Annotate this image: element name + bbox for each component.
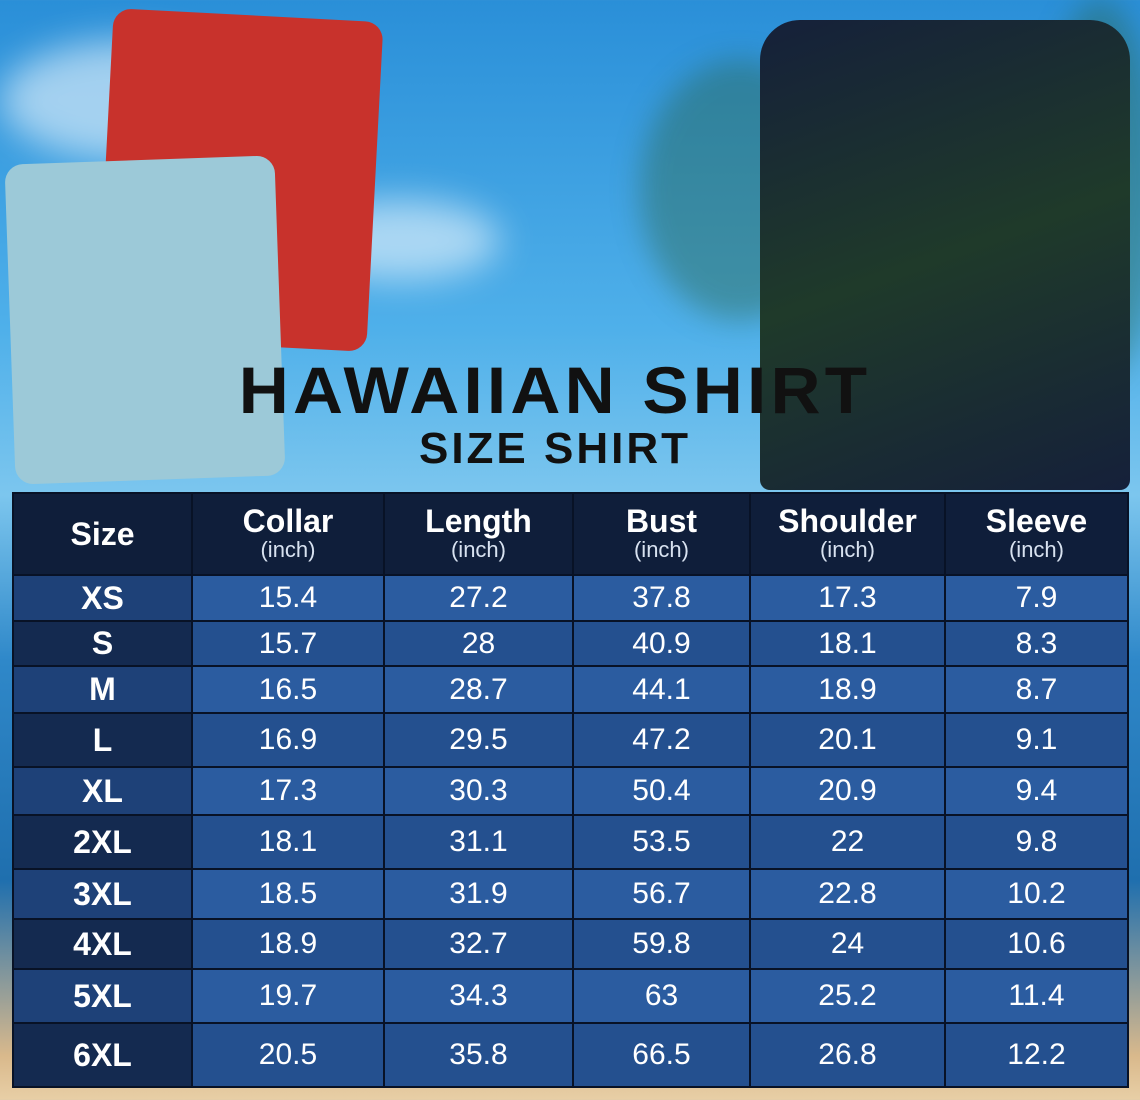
value-cell: 19.7	[193, 970, 383, 1022]
value-cell: 16.5	[193, 667, 383, 712]
column-label: Bust	[625, 503, 698, 539]
value-cell: 34.3	[385, 970, 572, 1022]
value-cell: 11.4	[946, 970, 1127, 1022]
column-header: Size	[14, 494, 191, 574]
value-cell: 12.2	[946, 1024, 1127, 1086]
value-cell: 9.8	[946, 816, 1127, 868]
value-cell: 18.5	[193, 870, 383, 918]
value-cell: 18.1	[193, 816, 383, 868]
value-cell: 56.7	[574, 870, 749, 918]
value-cell: 59.8	[574, 920, 749, 968]
table-row: 3XL 18.5 31.9 56.7 22.8 10.2	[14, 870, 1127, 918]
value-cell: 20.9	[751, 768, 944, 814]
value-cell: 10.6	[946, 920, 1127, 968]
value-cell: 26.8	[751, 1024, 944, 1086]
page-title: HAWAIIAN SHIRT	[238, 353, 872, 427]
column-header: Collar (inch)	[193, 494, 383, 574]
value-cell: 22.8	[751, 870, 944, 918]
table-row: L 16.9 29.5 47.2 20.1 9.1	[14, 714, 1127, 766]
value-cell: 18.9	[193, 920, 383, 968]
model-shirt-image	[760, 20, 1130, 490]
size-cell: 5XL	[14, 970, 191, 1022]
column-header: Shoulder (inch)	[751, 494, 944, 574]
column-unit: (inch)	[633, 537, 689, 562]
table-row: 2XL 18.1 31.1 53.5 22 9.8	[14, 816, 1127, 868]
size-table: Size Collar (inch) Length (inch) Bust (inch) Sh…	[12, 492, 1129, 1088]
size-cell: 2XL	[14, 816, 191, 868]
value-cell: 30.3	[385, 768, 572, 814]
size-cell: XS	[14, 576, 191, 620]
size-cell: 4XL	[14, 920, 191, 968]
value-cell: 7.9	[946, 576, 1127, 620]
size-cell: M	[14, 667, 191, 712]
value-cell: 37.8	[574, 576, 749, 620]
value-cell: 20.1	[751, 714, 944, 766]
value-cell: 17.3	[751, 576, 944, 620]
value-cell: 63	[574, 970, 749, 1022]
value-cell: 24	[751, 920, 944, 968]
column-unit: (inch)	[450, 537, 506, 562]
value-cell: 20.5	[193, 1024, 383, 1086]
value-cell: 28.7	[385, 667, 572, 712]
value-cell: 17.3	[193, 768, 383, 814]
column-label: Shoulder	[778, 503, 917, 539]
value-cell: 47.2	[574, 714, 749, 766]
value-cell: 8.3	[946, 622, 1127, 665]
value-cell: 16.9	[193, 714, 383, 766]
value-cell: 10.2	[946, 870, 1127, 918]
column-header: Length (inch)	[385, 494, 572, 574]
column-unit: (inch)	[1008, 537, 1064, 562]
value-cell: 27.2	[385, 576, 572, 620]
column-label: Sleeve	[985, 503, 1088, 539]
column-unit: (inch)	[819, 537, 875, 562]
value-cell: 31.9	[385, 870, 572, 918]
size-cell: XL	[14, 768, 191, 814]
value-cell: 9.1	[946, 714, 1127, 766]
table-row: M 16.5 28.7 44.1 18.9 8.7	[14, 667, 1127, 712]
value-cell: 31.1	[385, 816, 572, 868]
value-cell: 15.4	[193, 576, 383, 620]
size-cell: L	[14, 714, 191, 766]
column-header: Sleeve (inch)	[946, 494, 1127, 574]
value-cell: 8.7	[946, 667, 1127, 712]
column-label: Length	[425, 503, 532, 539]
value-cell: 9.4	[946, 768, 1127, 814]
value-cell: 66.5	[574, 1024, 749, 1086]
value-cell: 25.2	[751, 970, 944, 1022]
value-cell: 18.9	[751, 667, 944, 712]
column-label: Collar	[242, 503, 334, 539]
column-header: Bust (inch)	[574, 494, 749, 574]
value-cell: 35.8	[385, 1024, 572, 1086]
table-row: 6XL 20.5 35.8 66.5 26.8 12.2	[14, 1024, 1127, 1086]
value-cell: 32.7	[385, 920, 572, 968]
column-label: Size	[70, 516, 135, 552]
table-header-row: Size Collar (inch) Length (inch) Bust (inch) Sh…	[14, 494, 1127, 574]
value-cell: 18.1	[751, 622, 944, 665]
value-cell: 15.7	[193, 622, 383, 665]
size-cell: S	[14, 622, 191, 665]
column-unit: (inch)	[260, 537, 316, 562]
value-cell: 40.9	[574, 622, 749, 665]
value-cell: 53.5	[574, 816, 749, 868]
value-cell: 44.1	[574, 667, 749, 712]
value-cell: 28	[385, 622, 572, 665]
table-row: S 15.7 28 40.9 18.1 8.3	[14, 622, 1127, 665]
size-cell: 6XL	[14, 1024, 191, 1086]
page-subtitle: SIZE SHIRT	[418, 424, 692, 473]
value-cell: 22	[751, 816, 944, 868]
table-row: 4XL 18.9 32.7 59.8 24 10.6	[14, 920, 1127, 968]
value-cell: 50.4	[574, 768, 749, 814]
table-row: XL 17.3 30.3 50.4 20.9 9.4	[14, 768, 1127, 814]
table-row: 5XL 19.7 34.3 63 25.2 11.4	[14, 970, 1127, 1022]
value-cell: 29.5	[385, 714, 572, 766]
table-row: XS 15.4 27.2 37.8 17.3 7.9	[14, 576, 1127, 620]
size-cell: 3XL	[14, 870, 191, 918]
